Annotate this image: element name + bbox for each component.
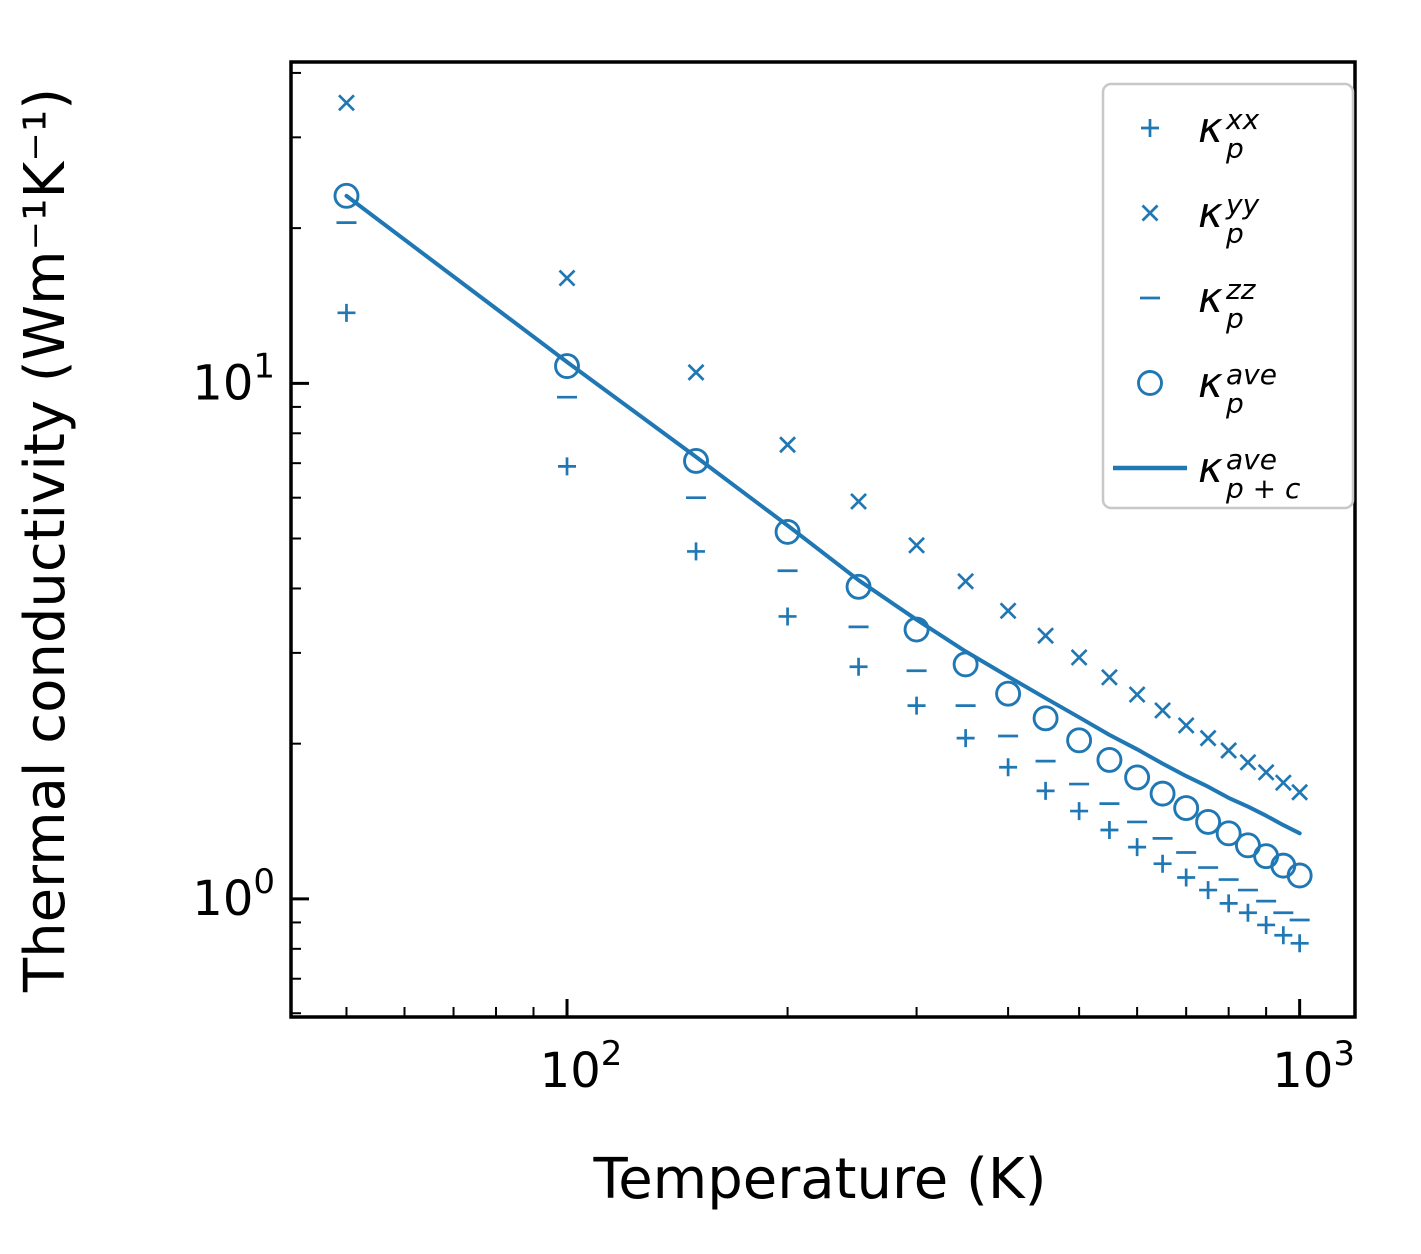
marker-kappa-p-yy — [1257, 763, 1275, 781]
marker-kappa-p-ave — [845, 573, 872, 600]
legend-label-sup-kappa-p-xx: xx — [1225, 103, 1260, 136]
marker-kappa-p-xx — [1177, 868, 1196, 887]
y-axis-label: Thermal conductivity (Wm⁻¹K⁻¹) — [13, 88, 78, 993]
legend-label-base-kappa-p-xx: κ — [1198, 103, 1223, 152]
marker-kappa-p-yy — [779, 436, 797, 454]
marker-kappa-p-yy — [558, 269, 576, 287]
marker-kappa-p-yy — [908, 536, 926, 554]
marker-kappa-p-ave — [1253, 843, 1280, 870]
marker-kappa-p-ave — [1195, 808, 1222, 835]
marker-kappa-p-ave — [1173, 795, 1200, 822]
marker-kappa-p-ave — [554, 353, 580, 380]
marker-kappa-p-xx — [849, 657, 868, 676]
x-tick-label: 102 — [540, 1034, 623, 1099]
x-tick-label: 103 — [1272, 1034, 1355, 1099]
marker-kappa-p-yy — [999, 602, 1017, 620]
marker-kappa-p-xx — [1290, 934, 1309, 953]
marker-kappa-p-xx — [1274, 926, 1293, 945]
marker-kappa-p-xx — [1036, 781, 1055, 800]
legend-label-base-kappa-p-ave: κ — [1198, 358, 1223, 407]
legend-sample-kappa-p-xx — [1141, 119, 1159, 137]
marker-kappa-p-ave — [333, 182, 360, 209]
legend-label-sup-kappa-p-zz: zz — [1225, 273, 1257, 306]
marker-kappa-p-xx — [907, 696, 926, 715]
marker-kappa-p-yy — [687, 363, 705, 381]
marker-kappa-p-yy — [1070, 648, 1088, 666]
legend-label-sup-kappa-p-plus-c-ave: ave — [1226, 443, 1277, 476]
marker-kappa-p-xx — [687, 542, 706, 561]
marker-kappa-p-yy — [957, 572, 975, 590]
marker-kappa-p-xx — [337, 303, 356, 322]
marker-kappa-p-ave — [1032, 705, 1059, 732]
legend-label-base-kappa-p-zz: κ — [1198, 273, 1223, 322]
marker-kappa-p-xx — [956, 729, 975, 748]
legend-label-sub-kappa-p-yy: p — [1225, 217, 1244, 250]
marker-kappa-p-ave — [1066, 727, 1093, 754]
marker-kappa-p-ave — [903, 616, 930, 643]
marker-kappa-p-yy — [1177, 716, 1195, 734]
marker-kappa-p-ave — [1215, 820, 1242, 847]
marker-kappa-p-yy — [1100, 668, 1118, 686]
legend-label-base-kappa-p-yy: κ — [1198, 188, 1223, 237]
marker-kappa-p-yy — [1291, 783, 1309, 801]
legend-label-sub-kappa-p-zz: p — [1225, 302, 1244, 335]
marker-kappa-p-xx — [1070, 802, 1089, 821]
marker-kappa-p-xx — [999, 758, 1018, 777]
marker-kappa-p-ave — [683, 447, 709, 474]
marker-kappa-p-ave — [1286, 862, 1313, 889]
marker-kappa-p-yy — [850, 492, 868, 510]
marker-kappa-p-ave — [1124, 764, 1151, 791]
marker-kappa-p-ave — [774, 518, 801, 545]
marker-kappa-p-xx — [1238, 903, 1257, 922]
marker-kappa-p-xx — [1219, 894, 1238, 913]
marker-kappa-p-ave — [1149, 780, 1176, 807]
legend-label-sub-kappa-p-ave: p — [1225, 387, 1244, 420]
y-tick-label: 101 — [192, 346, 275, 411]
legend-label-sub-kappa-p-plus-c-ave: p + c — [1225, 472, 1301, 505]
marker-kappa-p-xx — [1128, 838, 1147, 857]
marker-kappa-p-xx — [558, 457, 577, 476]
marker-kappa-p-xx — [1257, 915, 1276, 934]
marker-kappa-p-yy — [1128, 686, 1146, 704]
marker-kappa-p-yy — [1199, 729, 1217, 747]
legend-label-sup-kappa-p-ave: ave — [1226, 358, 1277, 391]
marker-kappa-p-xx — [1153, 854, 1172, 873]
marker-kappa-p-xx — [1100, 821, 1119, 840]
legend-sample-kappa-p-ave — [1137, 370, 1163, 396]
marker-kappa-p-ave — [1096, 746, 1123, 773]
x-axis-label: Temperature (K) — [593, 1147, 1047, 1212]
legend-sample-kappa-p-yy — [1141, 204, 1159, 222]
marker-kappa-p-yy — [1154, 701, 1172, 719]
marker-kappa-p-ave — [952, 651, 979, 678]
y-tick-label: 100 — [192, 862, 275, 927]
marker-kappa-p-xx — [778, 607, 797, 626]
legend-label-sup-kappa-p-yy: yy — [1225, 188, 1260, 221]
legend-label-sub-kappa-p-xx: p — [1225, 132, 1244, 165]
legend-label-base-kappa-p-plus-c-ave: κ — [1198, 443, 1223, 492]
marker-kappa-p-yy — [1037, 627, 1055, 645]
legend-box — [1101, 82, 1355, 510]
marker-kappa-p-yy — [1239, 753, 1257, 771]
marker-kappa-p-xx — [1199, 881, 1218, 900]
marker-kappa-p-yy — [1274, 774, 1292, 792]
marker-kappa-p-ave — [995, 680, 1022, 707]
marker-kappa-p-yy — [338, 94, 355, 112]
marker-kappa-p-yy — [1220, 742, 1238, 759]
